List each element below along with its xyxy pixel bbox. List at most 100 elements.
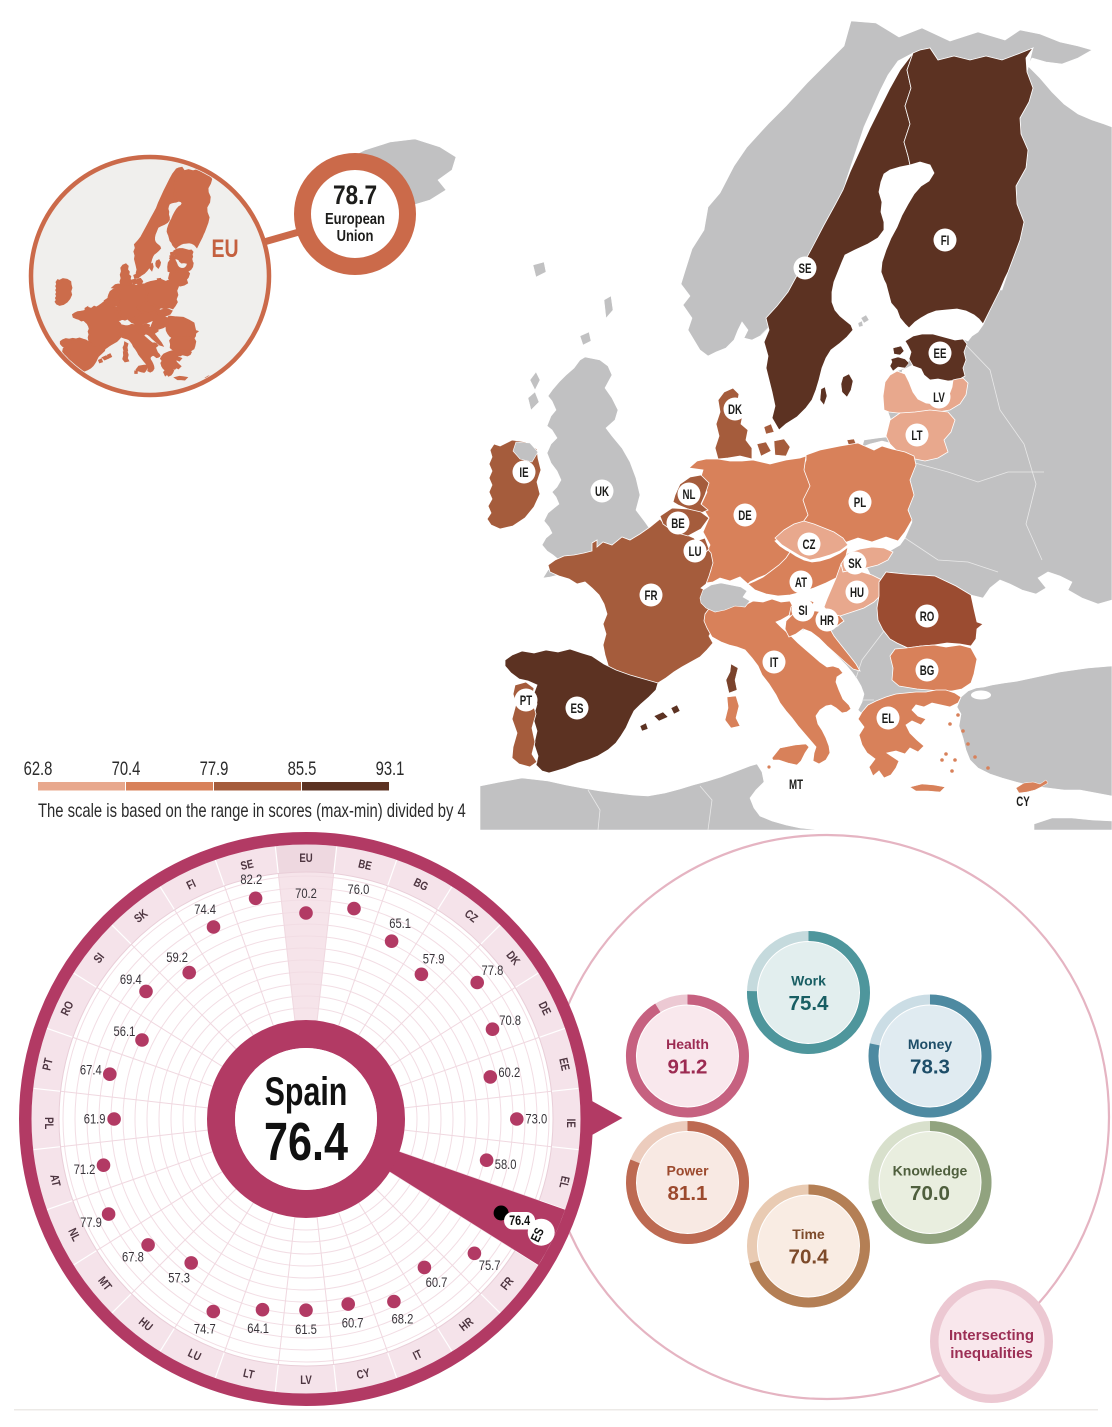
svg-text:PL: PL [854,496,866,511]
svg-text:LT: LT [911,429,923,444]
svg-text:MT: MT [789,778,804,793]
svg-text:The scale is based on the rang: The scale is based on the range in score… [38,800,466,821]
svg-text:57.9: 57.9 [423,951,445,966]
svg-text:76.4: 76.4 [509,1213,530,1228]
svg-text:77.9: 77.9 [80,1215,102,1230]
svg-text:PT: PT [40,1057,56,1072]
svg-text:60.7: 60.7 [342,1315,364,1330]
svg-text:77.9: 77.9 [200,758,229,779]
svg-text:77.8: 77.8 [482,963,504,978]
svg-text:56.1: 56.1 [114,1024,136,1039]
svg-text:93.1: 93.1 [376,758,405,779]
svg-text:SE: SE [799,262,812,277]
svg-text:Intersecting: Intersecting [949,1327,1034,1344]
svg-text:DK: DK [728,403,742,418]
svg-text:61.9: 61.9 [84,1111,106,1126]
svg-text:CZ: CZ [803,538,816,553]
svg-text:67.8: 67.8 [122,1249,144,1264]
svg-text:Power: Power [666,1163,709,1179]
svg-text:CY: CY [1016,795,1030,810]
svg-text:LT: LT [242,1367,256,1382]
svg-text:EU: EU [211,235,238,263]
svg-text:70.0: 70.0 [910,1182,950,1205]
svg-text:74.4: 74.4 [194,902,216,917]
svg-text:HR: HR [820,614,834,629]
svg-text:SK: SK [848,557,862,572]
svg-text:EL: EL [882,712,894,727]
svg-text:EL: EL [556,1175,572,1190]
svg-text:73.0: 73.0 [525,1111,547,1126]
svg-text:PT: PT [520,694,533,709]
svg-text:CY: CY [355,1366,372,1382]
svg-text:LU: LU [186,1347,203,1365]
svg-text:DE: DE [738,509,752,524]
svg-text:European: European [325,211,385,228]
svg-text:Money: Money [908,1036,953,1052]
svg-text:58.0: 58.0 [495,1157,517,1172]
svg-text:64.1: 64.1 [247,1321,269,1336]
svg-text:ES: ES [528,1226,547,1245]
svg-text:PL: PL [42,1117,55,1130]
svg-text:RO: RO [59,999,77,1018]
svg-text:AT: AT [47,1173,63,1188]
svg-text:BE: BE [357,858,373,874]
svg-text:Work: Work [791,973,826,989]
svg-text:74.7: 74.7 [194,1321,216,1336]
svg-text:Health: Health [666,1036,709,1052]
svg-text:81.1: 81.1 [668,1182,708,1205]
svg-text:78.3: 78.3 [910,1056,950,1079]
svg-text:LV: LV [933,391,945,406]
svg-text:70.8: 70.8 [499,1013,521,1028]
svg-text:60.7: 60.7 [426,1275,448,1290]
svg-text:67.4: 67.4 [80,1062,102,1077]
svg-text:LU: LU [689,545,702,560]
svg-text:HU: HU [850,586,864,601]
svg-text:68.2: 68.2 [392,1311,414,1326]
svg-text:Spain: Spain [265,1069,348,1114]
svg-text:85.5: 85.5 [288,758,317,779]
svg-text:BG: BG [920,664,935,679]
svg-text:70.2: 70.2 [295,886,317,901]
svg-text:65.1: 65.1 [389,916,411,931]
svg-text:LV: LV [300,1374,312,1387]
svg-text:76.0: 76.0 [348,882,370,897]
svg-text:61.5: 61.5 [295,1322,317,1337]
svg-text:BE: BE [671,517,685,532]
svg-text:SE: SE [239,858,254,874]
svg-text:IE: IE [564,1119,577,1128]
svg-text:69.4: 69.4 [120,972,142,987]
svg-text:71.2: 71.2 [74,1162,96,1177]
svg-text:Knowledge: Knowledge [893,1163,968,1179]
svg-text:75.4: 75.4 [789,992,829,1015]
svg-text:NL: NL [65,1226,83,1244]
svg-text:Union: Union [337,228,374,245]
svg-text:EE: EE [934,347,947,362]
svg-text:SI: SI [798,604,807,619]
svg-text:75.7: 75.7 [479,1258,501,1273]
svg-text:FR: FR [645,589,658,604]
svg-text:57.3: 57.3 [168,1271,190,1286]
svg-text:UK: UK [595,485,609,500]
svg-text:AT: AT [795,576,808,591]
svg-text:78.7: 78.7 [333,180,377,210]
svg-text:IE: IE [519,466,528,481]
svg-text:RO: RO [920,610,935,625]
svg-text:70.4: 70.4 [789,1246,829,1269]
svg-text:60.2: 60.2 [498,1065,520,1080]
svg-text:FI: FI [941,234,950,249]
svg-text:SK: SK [132,907,151,926]
svg-text:BG: BG [411,876,430,894]
svg-text:62.8: 62.8 [24,758,53,779]
svg-text:59.2: 59.2 [166,950,188,965]
svg-text:EU: EU [299,852,312,865]
svg-text:76.4: 76.4 [264,1113,348,1173]
svg-text:EE: EE [556,1057,572,1072]
svg-text:DE: DE [535,1000,553,1018]
svg-text:ES: ES [571,702,584,717]
svg-text:NL: NL [683,488,696,503]
svg-text:91.2: 91.2 [668,1056,708,1079]
svg-text:inequalities: inequalities [950,1345,1033,1362]
svg-text:70.4: 70.4 [112,758,141,779]
svg-text:IT: IT [770,656,779,671]
svg-text:82.2: 82.2 [240,872,262,887]
